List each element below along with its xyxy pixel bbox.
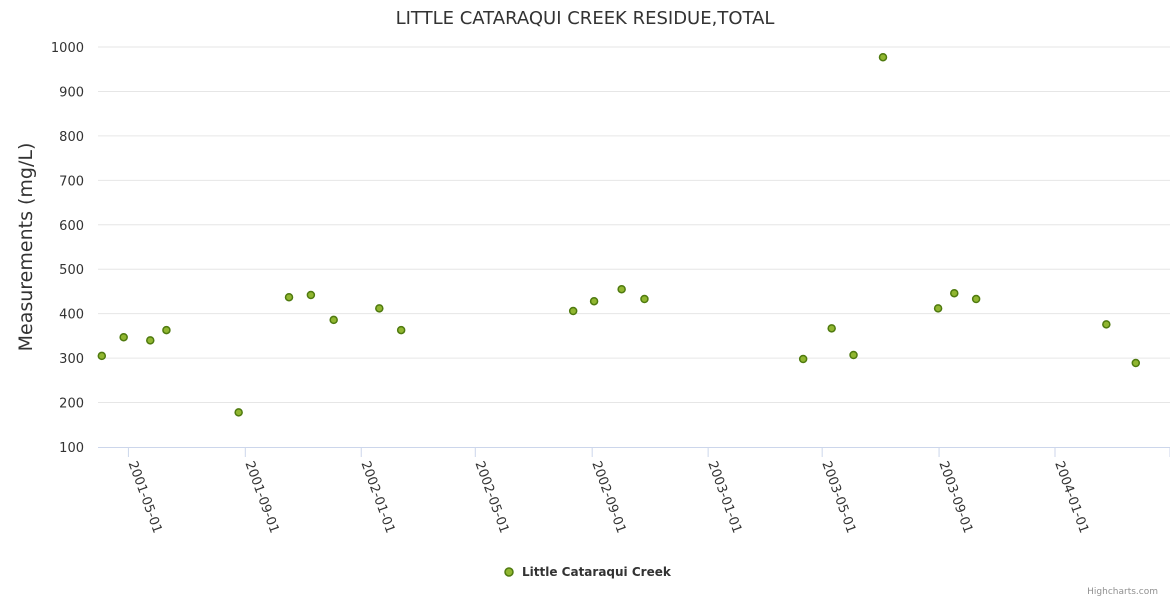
data-point[interactable] (329, 315, 338, 325)
data-point[interactable] (119, 332, 128, 342)
data-point[interactable] (306, 290, 316, 300)
data-point[interactable] (617, 284, 626, 294)
x-tick-label: 2003-01-01 (704, 459, 744, 535)
x-tick-label: 2003-05-01 (818, 459, 858, 535)
y-tick-label: 200 (59, 397, 84, 412)
y-tick-label: 100 (59, 441, 84, 456)
x-tick-label: 2003-09-01 (935, 459, 975, 535)
data-point[interactable] (1131, 358, 1141, 368)
y-tick-label: 900 (59, 85, 84, 100)
y-axis: 100 200 300 400 500 600 700 800 900 1000 (51, 41, 84, 456)
data-point[interactable] (568, 306, 578, 316)
x-tick-label: 2001-05-01 (125, 459, 165, 535)
data-point[interactable] (798, 354, 808, 364)
data-point[interactable] (878, 52, 888, 62)
y-axis-title: Measurements (mg/L) (15, 143, 37, 352)
data-point[interactable] (827, 324, 836, 333)
data-point[interactable] (146, 336, 155, 345)
x-tick-label: 2002-09-01 (588, 459, 628, 535)
x-tick-label: 2002-01-01 (357, 459, 397, 535)
legend-marker (504, 567, 514, 577)
x-tick-label: 2002-05-01 (472, 459, 512, 535)
x-tick-label: 2004-05-01 (1166, 459, 1170, 535)
data-point[interactable] (950, 288, 959, 298)
y-tick-label: 300 (59, 352, 84, 367)
y-tick-label: 1000 (51, 41, 84, 56)
data-point[interactable] (971, 294, 981, 304)
chart-title: LITTLE CATARAQUI CREEK RESIDUE,TOTAL (396, 8, 775, 29)
data-point[interactable] (933, 304, 943, 313)
x-axis: 2001-05-01 2001-09-01 2002-01-01 2002-05-01… (98, 447, 1170, 535)
data-point[interactable] (375, 304, 384, 313)
data-point[interactable] (1102, 320, 1111, 329)
data-point[interactable] (849, 350, 858, 360)
y-tick-label: 600 (59, 219, 84, 234)
y-tick-label: 400 (59, 308, 84, 323)
y-tick-label: 500 (59, 263, 84, 278)
data-point[interactable] (640, 294, 649, 304)
data-point[interactable] (589, 296, 599, 306)
x-tick-label: 2004-01-01 (1051, 459, 1091, 535)
data-point[interactable] (234, 408, 243, 417)
data-point[interactable] (396, 325, 406, 335)
series-points (97, 52, 1141, 417)
legend[interactable]: Little Cataraqui Creek (504, 565, 672, 579)
x-tick-label: 2001-09-01 (242, 459, 282, 535)
grid-layer (98, 46, 1170, 404)
credits-link[interactable]: Highcharts.com (1087, 587, 1158, 597)
y-tick-label: 700 (59, 174, 84, 189)
y-tick-label: 800 (59, 130, 84, 145)
legend-item-label: Little Cataraqui Creek (522, 565, 672, 579)
data-point[interactable] (97, 351, 107, 361)
data-point[interactable] (162, 325, 171, 335)
data-point[interactable] (284, 292, 294, 302)
